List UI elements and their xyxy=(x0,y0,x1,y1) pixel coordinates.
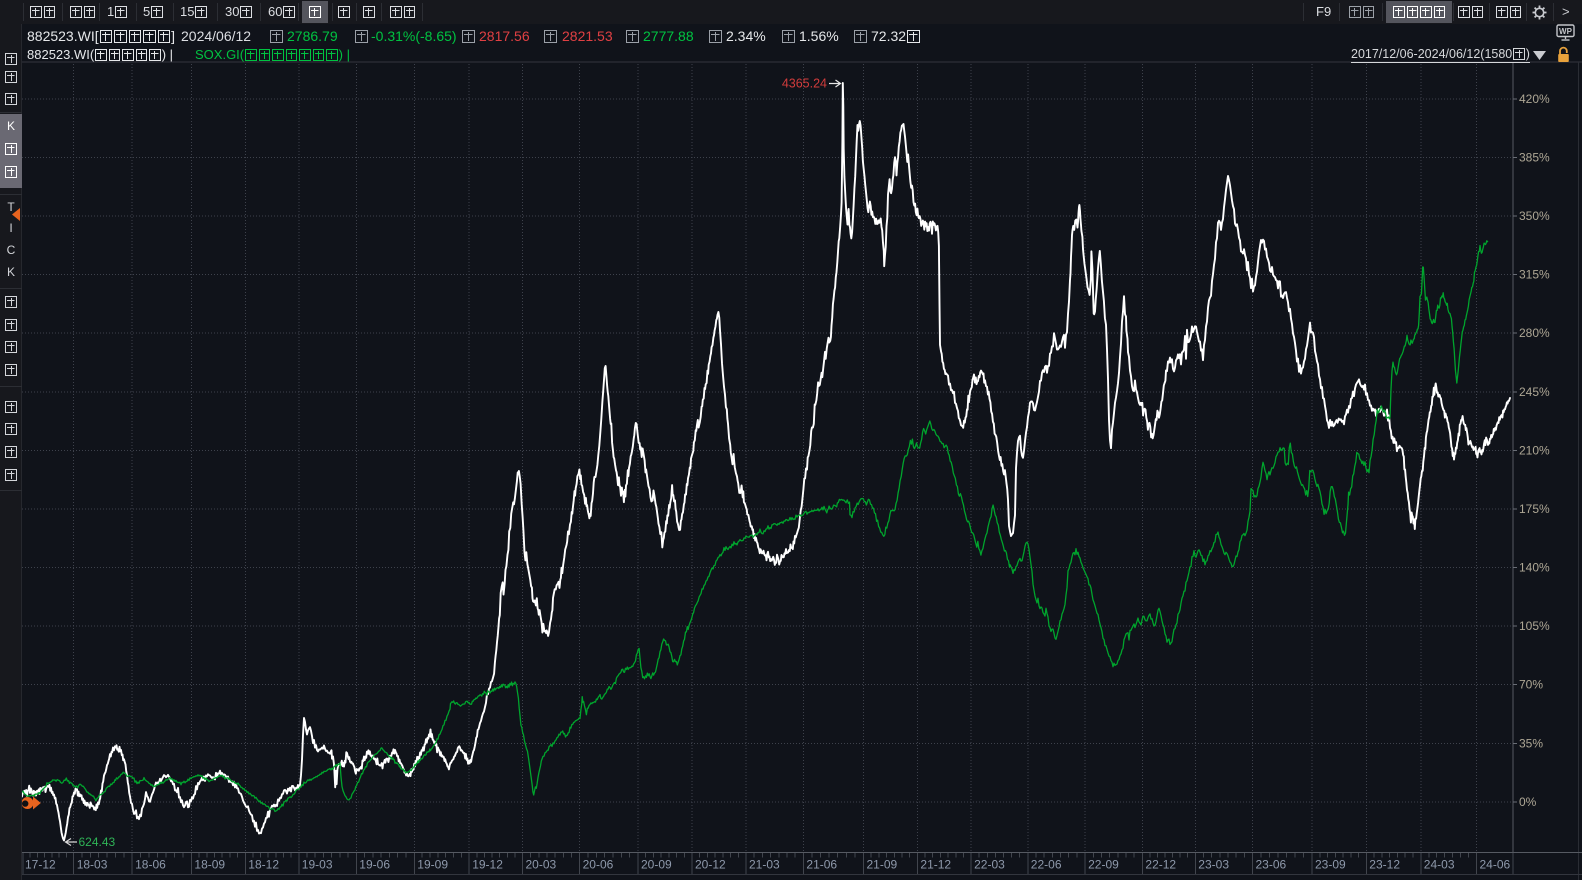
svg-text:385%: 385% xyxy=(1519,151,1550,165)
svg-text:23-09: 23-09 xyxy=(1315,858,1346,872)
svg-text:245%: 245% xyxy=(1519,385,1550,399)
svg-text:22-06: 22-06 xyxy=(1031,858,1062,872)
svg-text:624.43: 624.43 xyxy=(79,835,116,849)
svg-text:21-03: 21-03 xyxy=(749,858,780,872)
svg-text:24-06: 24-06 xyxy=(1480,858,1511,872)
svg-text:105%: 105% xyxy=(1519,619,1550,633)
svg-text:280%: 280% xyxy=(1519,326,1550,340)
svg-text:0%: 0% xyxy=(1519,795,1537,809)
svg-text:315%: 315% xyxy=(1519,268,1550,282)
svg-text:18-06: 18-06 xyxy=(135,858,166,872)
svg-text:175%: 175% xyxy=(1519,502,1550,516)
svg-text:22-03: 22-03 xyxy=(974,858,1005,872)
svg-text:35%: 35% xyxy=(1519,736,1543,750)
svg-text:140%: 140% xyxy=(1519,561,1550,575)
svg-text:18-12: 18-12 xyxy=(248,858,279,872)
svg-text:21-09: 21-09 xyxy=(867,858,898,872)
svg-text:20-09: 20-09 xyxy=(641,858,672,872)
svg-text:19-12: 19-12 xyxy=(472,858,503,872)
svg-text:22-09: 22-09 xyxy=(1088,858,1119,872)
svg-text:17-12: 17-12 xyxy=(25,858,56,872)
svg-text:420%: 420% xyxy=(1519,92,1550,106)
svg-text:20-06: 20-06 xyxy=(583,858,614,872)
svg-text:19-09: 19-09 xyxy=(417,858,448,872)
svg-text:20-03: 20-03 xyxy=(526,858,557,872)
svg-text:19-06: 19-06 xyxy=(359,858,390,872)
svg-text:20-12: 20-12 xyxy=(695,858,726,872)
svg-text:23-12: 23-12 xyxy=(1369,858,1400,872)
svg-text:21-12: 21-12 xyxy=(920,858,951,872)
svg-text:18-09: 18-09 xyxy=(194,858,225,872)
svg-text:70%: 70% xyxy=(1519,678,1543,692)
svg-text:21-06: 21-06 xyxy=(806,858,837,872)
svg-text:WP: WP xyxy=(1559,27,1573,36)
svg-text:23-06: 23-06 xyxy=(1256,858,1287,872)
svg-text:18-03: 18-03 xyxy=(77,858,108,872)
svg-text:24-03: 24-03 xyxy=(1424,858,1455,872)
svg-text:4365.24: 4365.24 xyxy=(782,77,827,91)
svg-text:19-03: 19-03 xyxy=(302,858,333,872)
svg-text:22-12: 22-12 xyxy=(1145,858,1176,872)
svg-text:210%: 210% xyxy=(1519,443,1550,457)
svg-text:23-03: 23-03 xyxy=(1198,858,1229,872)
svg-text:350%: 350% xyxy=(1519,209,1550,223)
